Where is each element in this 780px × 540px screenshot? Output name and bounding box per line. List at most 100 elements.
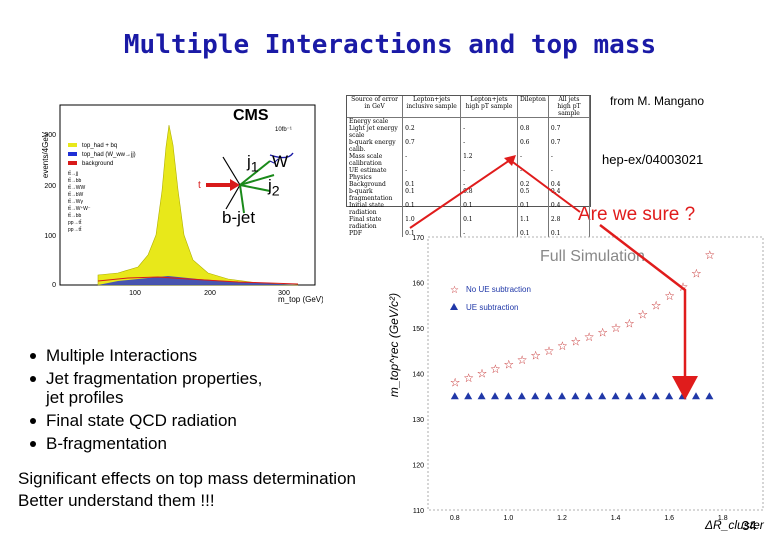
top-quark-label: t	[198, 180, 201, 191]
table-body: Energy scale Light jet energy scale 0.2-0.…	[347, 117, 591, 237]
table-cell: -	[460, 139, 518, 153]
cms-ylabel: events/4GeV	[41, 131, 50, 178]
bullet-dot	[30, 441, 36, 447]
table-cell: 0.7	[402, 139, 462, 153]
table-cell: -	[460, 230, 518, 237]
star-point: ☆	[503, 357, 514, 371]
table-row: Energy scale	[347, 117, 591, 125]
table-cell	[460, 174, 518, 181]
jet-1-subscript: 1	[250, 159, 259, 176]
sim-ylabel: m_top^rec (GeV/c²)	[387, 293, 401, 397]
table-cell: -	[460, 125, 518, 139]
cms-ytick-100: 100	[44, 233, 56, 240]
star-point: ☆	[597, 326, 608, 340]
bullet-dot	[30, 353, 36, 359]
y-tick-label: 150	[412, 326, 424, 333]
table-cell: Mass scale calibration	[347, 153, 404, 167]
y-tick-label: 170	[412, 235, 424, 242]
question-text: Are we sure ?	[578, 204, 696, 225]
table-cell: 0.8	[460, 188, 518, 202]
summary-text: Significant effects on top mass determin…	[18, 468, 356, 512]
triangle-point	[665, 392, 674, 400]
legend-signal: top_had + bq	[82, 143, 117, 149]
jet-2-subscript: 2	[271, 183, 280, 200]
side-label-4: tt̄→bW	[68, 191, 84, 198]
cms-ytick-200: 200	[44, 183, 56, 190]
star-point: ☆	[651, 298, 662, 312]
triangle-point	[517, 392, 526, 400]
cms-xtick-200: 200	[204, 290, 216, 297]
table-cell: -	[548, 167, 591, 174]
star-point: ☆	[530, 348, 541, 362]
jet-1-symbol: j	[247, 152, 251, 171]
table-cell: 0.1	[402, 181, 462, 188]
cms-background-line	[97, 276, 299, 285]
x-tick-label: 1.2	[557, 515, 567, 522]
table-cell: 0.4	[548, 202, 591, 216]
legend-swatch-signal	[68, 143, 77, 147]
x-tick-label: 1.4	[611, 515, 621, 522]
table-cell: -	[517, 153, 549, 167]
table-header: Lepton+jets high pT sample	[460, 96, 518, 118]
star-point: ☆	[611, 321, 622, 335]
triangle-point	[531, 392, 540, 400]
table-cell: 0.8	[517, 125, 549, 139]
bullet-text: Final state QCD radiation	[46, 411, 237, 430]
table-cell	[517, 174, 549, 181]
side-label-9: pp→tt̄	[68, 226, 82, 233]
table-header: Lepton+jets inclusive sample	[402, 96, 462, 118]
list-item-continuation: jet profiles	[46, 388, 124, 407]
cms-lumi: 10fb⁻¹	[275, 127, 292, 133]
triangle-point	[450, 392, 459, 400]
summary-line-1: Significant effects on top mass determin…	[18, 469, 356, 488]
cms-xtick-100: 100	[129, 290, 141, 297]
triangle-point	[625, 392, 633, 400]
legend-star-icon: ☆	[450, 285, 459, 296]
cms-mass-plot: events/4GeV 300 200 100 0 100 200 300 m_…	[41, 104, 323, 304]
legend-triangle-icon	[450, 303, 458, 310]
list-item: B-fragmentation	[30, 432, 262, 455]
table-header: Dilepton	[517, 96, 549, 118]
sim-title: Full Simulation	[540, 248, 645, 265]
table-cell: 0.2	[402, 125, 462, 139]
systematics-table: Source of error in GeV Lepton+jets inclu…	[346, 95, 591, 237]
cms-ytick-0: 0	[52, 282, 56, 289]
x-tick-label: 1.0	[504, 515, 514, 522]
table-header: All jets high pT sample	[548, 96, 591, 118]
sim-xlabel: ΔR_cluster	[704, 518, 765, 532]
page-number: 34	[742, 518, 757, 533]
y-tick-label: 130	[412, 417, 424, 424]
star-point: ☆	[664, 289, 675, 303]
bullet-text: B-fragmentation	[46, 434, 167, 453]
table-cell: 0.1	[548, 230, 591, 237]
w-boson-label: W	[272, 152, 289, 171]
bullet-dot	[30, 418, 36, 424]
side-label-3: tt̄→WW	[68, 184, 85, 191]
legend-blue: top_had (W_ww→jj)	[82, 152, 136, 158]
bullet-dot	[30, 376, 36, 382]
y-tick-label: 120	[412, 463, 424, 470]
table-row: UE estimate - - - -	[347, 167, 591, 174]
bullet-list: Multiple Interactions Jet fragmentation …	[30, 344, 262, 455]
table-cell: 0.5	[517, 188, 549, 202]
star-point: ☆	[557, 339, 568, 353]
side-label-5: tt̄→Wγ	[68, 198, 83, 205]
triangle-point	[544, 392, 553, 400]
jet-1-label: j1	[247, 152, 259, 175]
full-simulation-plot: Full Simulation m_top^rec (GeV/c²) ΔR_cl…	[387, 235, 765, 532]
triangle-point	[705, 392, 714, 400]
table-cell: Energy scale	[347, 117, 404, 125]
legend-swatch-background	[68, 161, 77, 165]
triangle-point	[558, 392, 566, 400]
side-label-1: tt̄→jj	[68, 170, 78, 177]
triangle-point	[477, 392, 486, 400]
triangle-point	[598, 392, 607, 400]
table-row: Mass scale calibration -1.2- -	[347, 153, 591, 167]
y-tick-label: 140	[412, 372, 424, 379]
table-row: Background 0.1-0.2 0.4	[347, 181, 591, 188]
table-cell: 0.1	[460, 202, 518, 216]
sim-legend-star: No UE subtraction	[466, 285, 531, 294]
table-cell: 0.1	[402, 230, 462, 237]
star-point: ☆	[678, 280, 689, 294]
star-point: ☆	[490, 362, 501, 376]
